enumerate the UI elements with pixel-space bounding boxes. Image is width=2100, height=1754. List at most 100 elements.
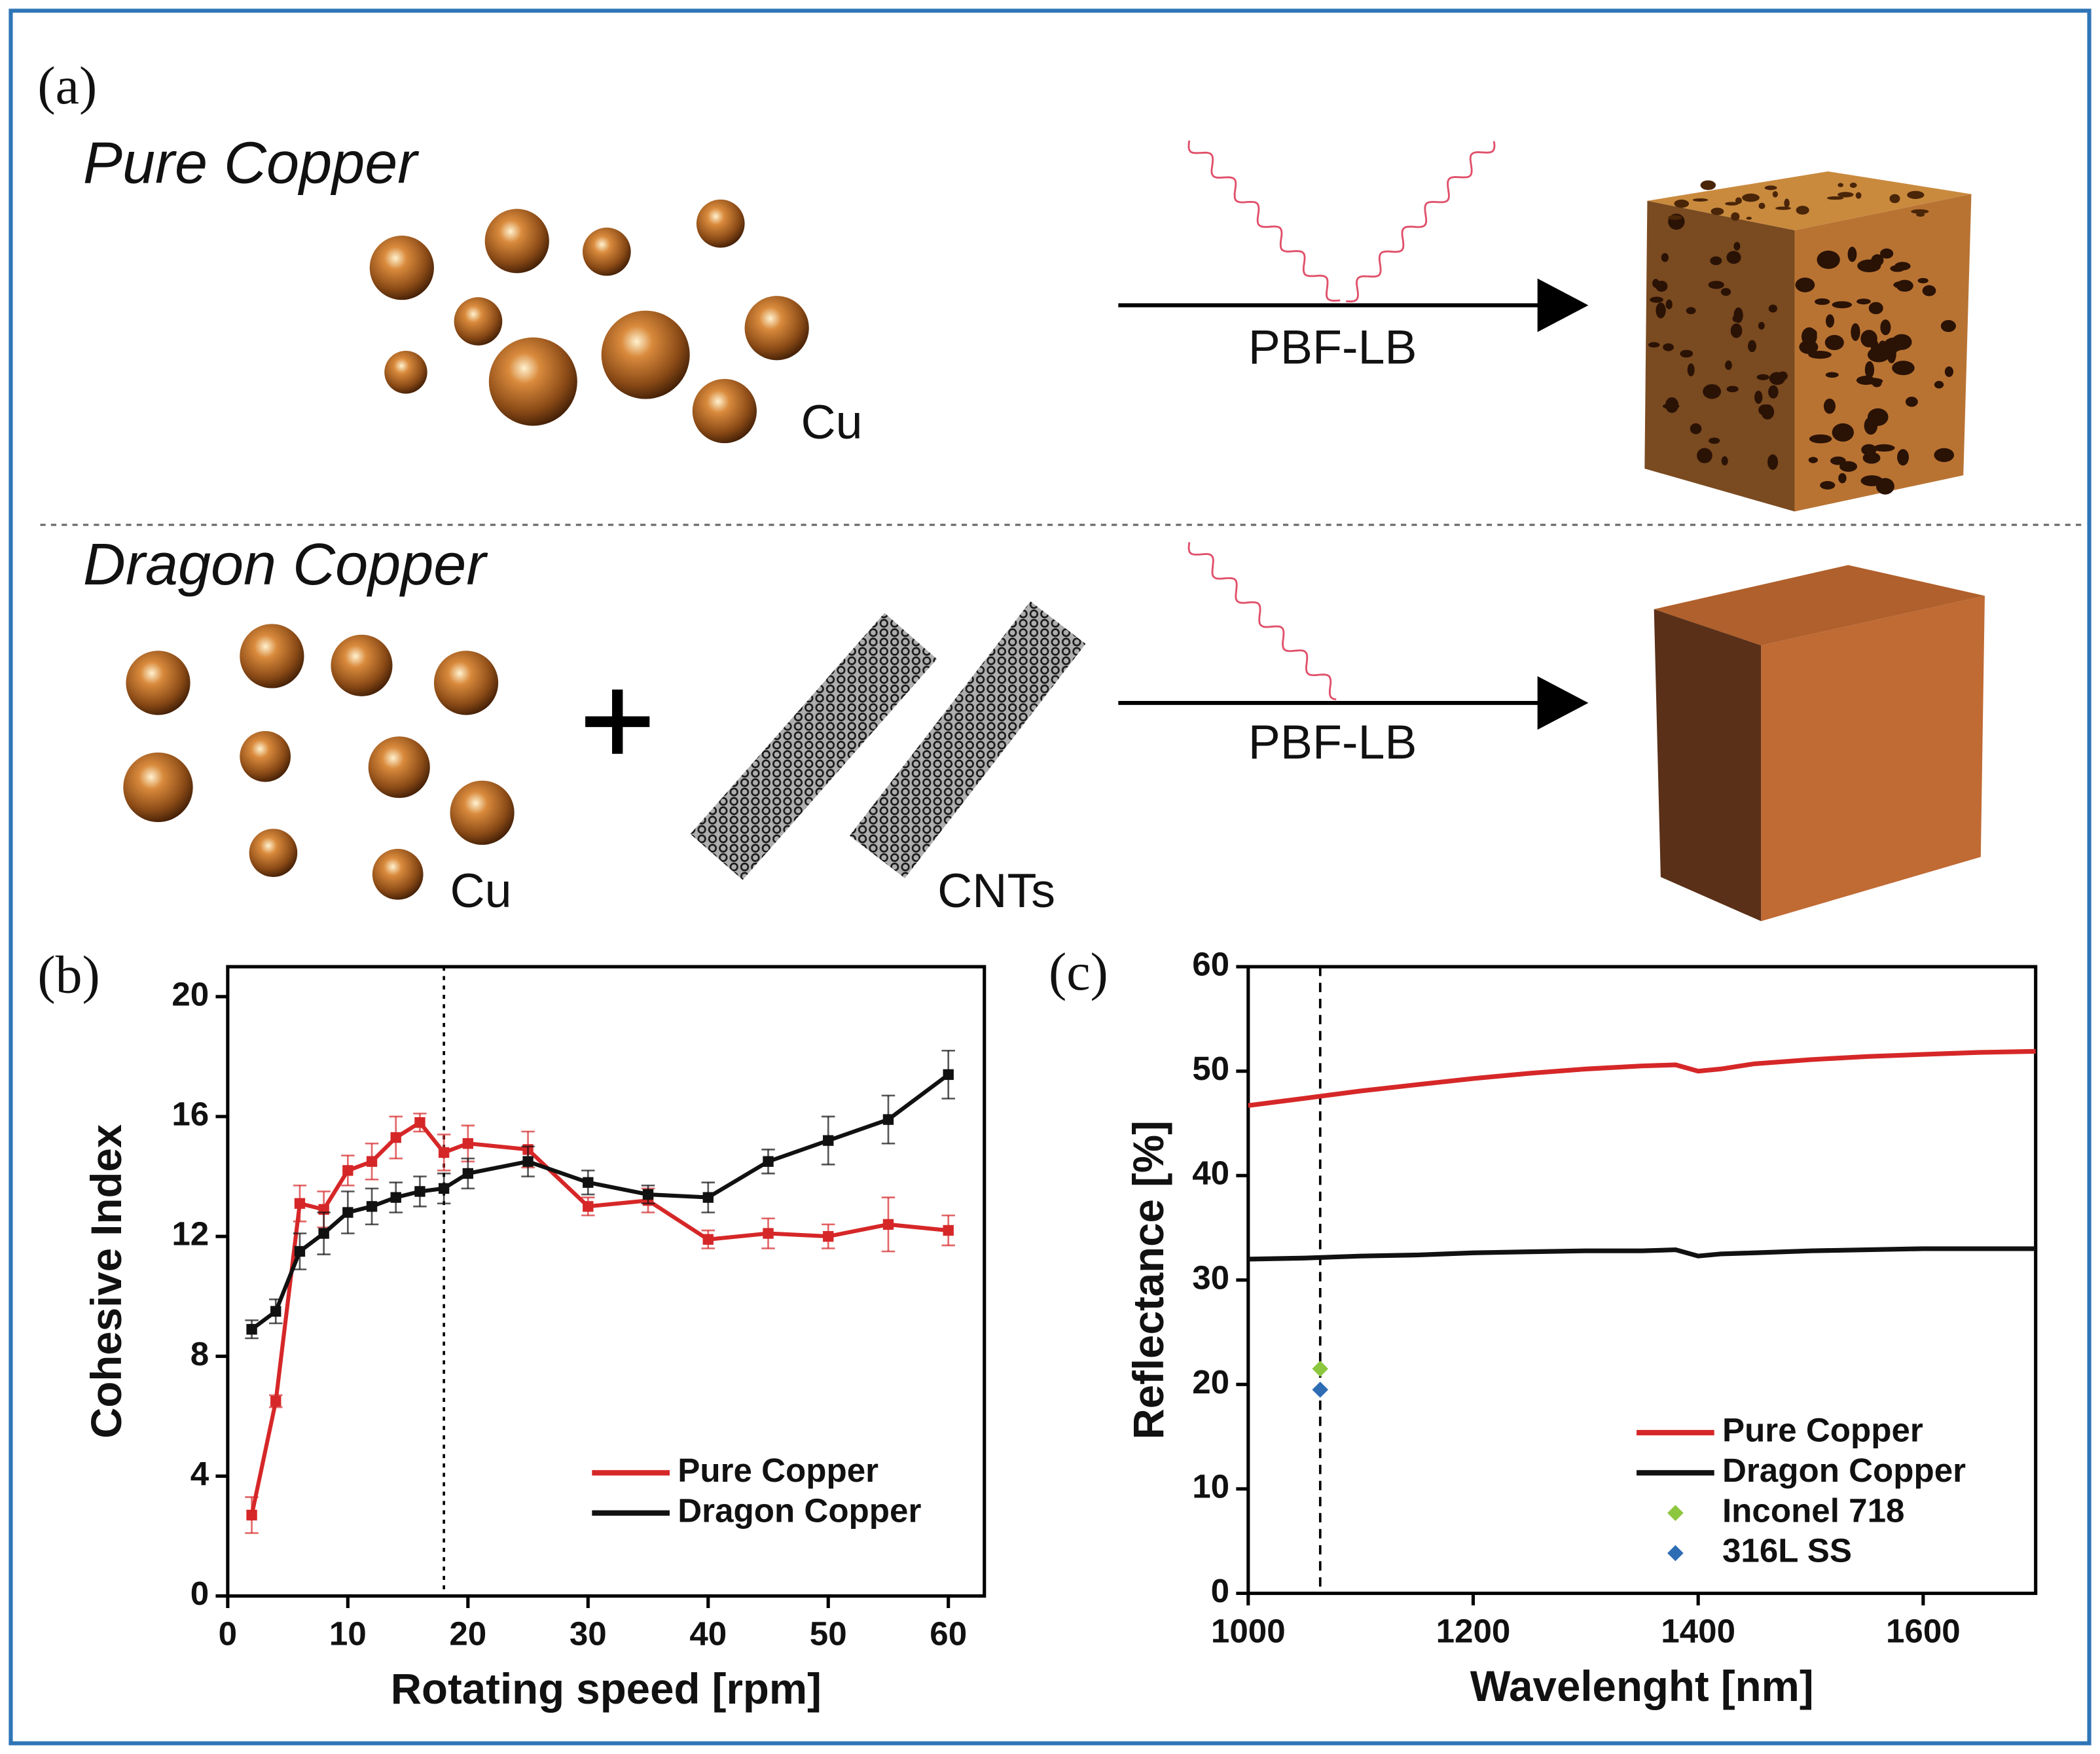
marker <box>522 1156 534 1167</box>
particle <box>126 651 190 715</box>
laser-wave <box>1187 542 1337 700</box>
pore <box>1849 183 1857 188</box>
pore <box>1825 372 1839 378</box>
particle <box>240 624 304 689</box>
pore <box>1922 285 1936 296</box>
marker <box>882 1219 894 1230</box>
x-tick-label: 0 <box>219 1615 237 1652</box>
marker <box>366 1156 378 1167</box>
pore <box>1891 334 1912 350</box>
particle <box>384 351 427 394</box>
pore <box>1668 215 1682 220</box>
nanotube-shade <box>690 613 937 880</box>
pore <box>1663 343 1674 351</box>
particle <box>696 199 745 248</box>
y-tick-label: 40 <box>1192 1154 1229 1192</box>
pore <box>1838 192 1854 198</box>
nanotube <box>690 613 937 880</box>
panel-label: (b) <box>37 944 100 1004</box>
marker <box>270 1306 281 1317</box>
particle <box>368 736 430 798</box>
legend-label: Dragon Copper <box>1722 1452 1966 1489</box>
pore <box>1733 307 1743 323</box>
particle <box>744 296 809 361</box>
nanotube-shade <box>849 601 1086 878</box>
pore <box>1726 385 1739 393</box>
pore <box>1735 197 1742 204</box>
y-tick-label: 50 <box>1192 1050 1229 1087</box>
arrow-head <box>1537 676 1589 730</box>
marker <box>462 1138 474 1149</box>
pore <box>1703 384 1722 399</box>
marker <box>823 1135 834 1146</box>
pore <box>1700 180 1716 190</box>
pore <box>1690 423 1702 435</box>
legend-label: Pure Copper <box>1722 1412 1923 1449</box>
y-tick-label: 20 <box>1192 1363 1229 1401</box>
pore <box>1761 404 1775 420</box>
marker <box>438 1147 450 1158</box>
cube-face <box>1761 596 1985 922</box>
pore <box>1725 202 1739 206</box>
pore <box>1665 299 1673 310</box>
pore <box>1917 277 1928 283</box>
x-tick-label: 1400 <box>1661 1612 1735 1649</box>
particle <box>484 209 549 274</box>
pore <box>1650 296 1663 303</box>
pore <box>1746 217 1752 220</box>
y-tick-label: 12 <box>172 1215 209 1253</box>
pore <box>1815 298 1830 305</box>
marker <box>882 1114 894 1125</box>
particle <box>454 297 503 346</box>
marker <box>943 1225 954 1236</box>
pore <box>1892 361 1915 376</box>
y-tick-label: 0 <box>190 1575 209 1612</box>
series-line <box>1248 1246 2036 1262</box>
marker <box>246 1323 257 1335</box>
pore <box>1680 349 1693 358</box>
particle <box>692 378 757 444</box>
marker <box>414 1186 425 1197</box>
powder-label: Cu <box>801 395 862 449</box>
pore <box>1730 323 1743 338</box>
pore <box>1711 207 1724 215</box>
y-axis-title: Reflectance [%] <box>1125 1120 1172 1439</box>
legend-label: 316L SS <box>1722 1532 1852 1569</box>
x-tick-label: 30 <box>570 1615 607 1652</box>
particle <box>240 731 291 782</box>
pore <box>1907 190 1925 199</box>
pore <box>1826 314 1835 328</box>
powder-label: Cu <box>450 863 511 918</box>
nanotube <box>849 601 1086 878</box>
pore <box>1725 360 1732 370</box>
pore <box>1687 363 1695 377</box>
x-axis-title: Wavelenght [nm] <box>1470 1662 1814 1710</box>
pore <box>1767 454 1779 470</box>
pore <box>1710 256 1722 266</box>
marker <box>763 1156 774 1167</box>
marker <box>943 1069 954 1081</box>
pore <box>1867 408 1889 426</box>
pore <box>1656 302 1666 319</box>
pore <box>1934 381 1944 389</box>
x-axis-title: Rotating speed [rpm] <box>391 1665 822 1713</box>
x-tick-label: 1000 <box>1211 1612 1286 1649</box>
particle <box>369 236 434 300</box>
marker <box>702 1192 714 1203</box>
pore <box>1876 478 1894 495</box>
marker <box>294 1198 306 1209</box>
pore <box>1733 242 1741 251</box>
x-tick-label: 1600 <box>1886 1612 1961 1649</box>
pore <box>1832 423 1854 442</box>
pore <box>1860 378 1883 385</box>
point <box>1312 1382 1329 1398</box>
y-tick-label: 30 <box>1192 1259 1229 1296</box>
laser-wave <box>1346 141 1496 302</box>
marker <box>270 1395 281 1407</box>
x-tick-label: 10 <box>329 1615 367 1652</box>
pore <box>1893 281 1913 289</box>
cube-face <box>1644 200 1795 512</box>
marker <box>342 1207 353 1218</box>
x-tick-label: 40 <box>689 1615 727 1652</box>
pore <box>1784 198 1790 208</box>
